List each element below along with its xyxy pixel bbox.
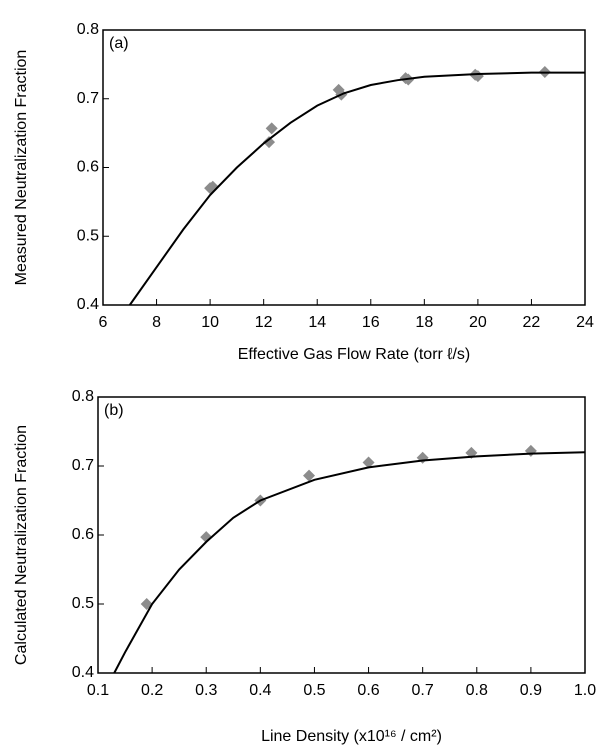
x-tick-label: 0.5: [303, 682, 325, 699]
y-axis-label: Calculated Neutralization Fraction: [13, 425, 30, 665]
x-tick-label: 0.2: [141, 682, 163, 699]
x-tick-label: 0.7: [412, 682, 434, 699]
fit-curve: [128, 71, 585, 306]
data-point: [362, 456, 375, 469]
y-tick-label: 0.4: [77, 296, 99, 313]
x-tick-label: 16: [362, 314, 380, 331]
x-tick-label: 10: [201, 314, 219, 331]
data-point: [524, 444, 537, 457]
y-axis-label: Measured Neutralization Fraction: [13, 50, 30, 286]
x-tick-label: 6: [99, 314, 108, 331]
x-tick-label: 14: [308, 314, 326, 331]
data-point: [263, 136, 276, 149]
x-tick-label: 0.1: [87, 682, 109, 699]
y-tick-label: 0.8: [72, 388, 94, 405]
x-tick-label: 12: [255, 314, 273, 331]
x-tick-label: 18: [415, 314, 433, 331]
x-tick-label: 0.4: [249, 682, 271, 699]
x-tick-label: 8: [152, 314, 161, 331]
x-tick-label: 1.0: [574, 682, 596, 699]
y-tick-label: 0.5: [77, 227, 99, 244]
fit-curve: [113, 451, 586, 674]
x-tick-label: 20: [469, 314, 487, 331]
plot-frame: [102, 29, 586, 306]
x-tick-label: 22: [523, 314, 541, 331]
panel-label: (a): [109, 35, 129, 52]
y-tick-label: 0.6: [72, 526, 94, 543]
y-tick-label: 0.7: [72, 457, 94, 474]
data-point: [265, 122, 278, 135]
panel-label: (b): [104, 402, 124, 419]
y-tick-label: 0.7: [77, 90, 99, 107]
x-axis-label: Line Density (x10¹⁶ / cm²): [261, 728, 442, 745]
x-axis-label: Effective Gas Flow Rate (torr ℓ/s): [238, 346, 471, 363]
x-tick-label: 24: [576, 314, 594, 331]
data-point: [303, 469, 316, 482]
y-tick-label: 0.5: [72, 595, 94, 612]
y-tick-label: 0.4: [72, 664, 94, 681]
x-tick-label: 0.6: [357, 682, 379, 699]
y-tick-label: 0.8: [77, 21, 99, 38]
x-tick-label: 0.3: [195, 682, 217, 699]
x-tick-label: 0.8: [466, 682, 488, 699]
x-tick-label: 0.9: [520, 682, 542, 699]
y-tick-label: 0.6: [77, 159, 99, 176]
plot-frame: [97, 396, 586, 674]
